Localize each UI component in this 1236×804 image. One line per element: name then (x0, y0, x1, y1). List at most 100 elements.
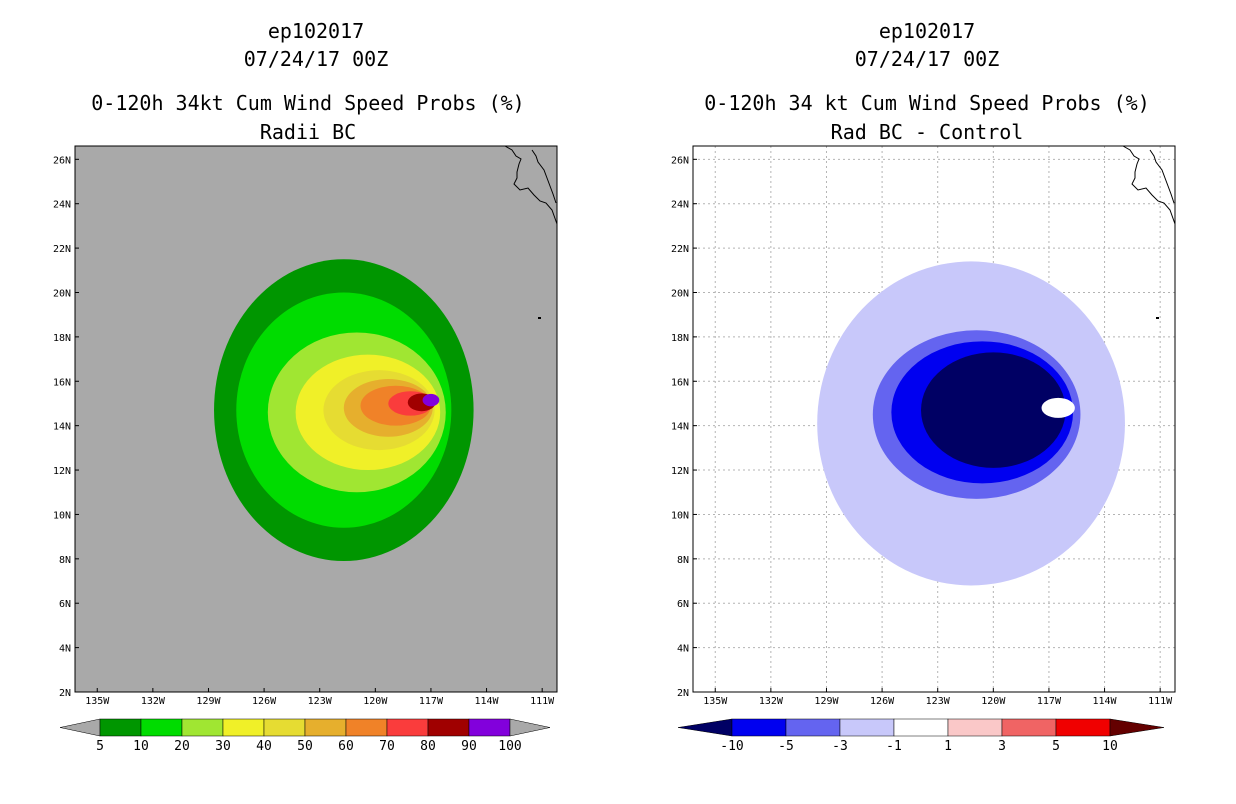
x-tick-label: 126W (870, 696, 895, 707)
x-tick-label: 135W (703, 696, 728, 707)
colorbar-swatch (140, 718, 183, 737)
right-storm-id: ep102017 (879, 19, 975, 43)
colorbar-label: 30 (215, 739, 231, 754)
y-tick-label: 24N (53, 200, 71, 211)
colorbar-label: 5 (1052, 739, 1060, 754)
y-tick-label: 20N (671, 288, 689, 299)
y-tick-label: 24N (671, 200, 689, 211)
left-title: 0-120h 34kt Cum Wind Speed Probs (%) (91, 91, 524, 115)
left-datetime: 07/24/17 00Z (244, 47, 389, 71)
colorbar-label: 70 (379, 739, 395, 754)
x-tick-label: 135W (85, 696, 110, 707)
x-tick-label: 129W (196, 696, 221, 707)
colorbar-label: 50 (297, 739, 313, 754)
y-tick-label: 14N (53, 422, 71, 433)
colorbar-swatch (947, 718, 1003, 737)
colorbar-left-end (677, 718, 733, 737)
x-tick-label: 120W (363, 696, 388, 707)
right-colorbar: -10 -5 -3 -1 1 3 5 10 (677, 718, 1165, 754)
y-tick-label: 10N (671, 510, 689, 521)
colorbar-label: 10 (133, 739, 149, 754)
x-tick-label: 123W (926, 696, 951, 707)
colorbar-label: 5 (96, 739, 104, 754)
colorbar-label: -10 (720, 739, 743, 754)
colorbar-swatch (731, 718, 787, 737)
x-tick-label: 114W (475, 696, 500, 707)
x-tick-label: 117W (419, 696, 444, 707)
y-tick-label: 18N (671, 333, 689, 344)
left-subtitle: Radii BC (260, 120, 356, 144)
y-tick-label: 6N (59, 599, 71, 610)
y-tick-label: 4N (677, 644, 689, 655)
y-tick-label: 26N (671, 155, 689, 166)
contour--10 (921, 352, 1066, 468)
colorbar-swatch (468, 718, 511, 737)
colorbar-swatch (263, 718, 306, 737)
y-tick-label: 6N (677, 599, 689, 610)
y-tick-label: 10N (53, 510, 71, 521)
colorbar-label: 10 (1102, 739, 1118, 754)
colorbar-swatch (839, 718, 895, 737)
y-tick-label: 16N (53, 377, 71, 388)
y-tick-label: 14N (671, 422, 689, 433)
colorbar-swatch (1055, 718, 1111, 737)
colorbar-label: 1 (944, 739, 952, 754)
colorbar-label: 20 (174, 739, 190, 754)
x-tick-label: 114W (1093, 696, 1118, 707)
colorbar-right-end (509, 718, 551, 737)
colorbar-left-end (59, 718, 101, 737)
colorbar-swatch (99, 718, 142, 737)
right-title: 0-120h 34 kt Cum Wind Speed Probs (%) (704, 91, 1150, 115)
y-tick-label: 18N (53, 333, 71, 344)
x-tick-label: 123W (308, 696, 333, 707)
right-subtitle: Rad BC - Control (831, 120, 1024, 144)
left-axes: 135W 132W 129W 126W 123W 120W 117W 114W 111W 2N 4N… (53, 155, 555, 707)
colorbar-swatch (893, 718, 949, 737)
y-tick-label: 16N (671, 377, 689, 388)
right-contours (817, 261, 1125, 586)
left-map-frame (74, 145, 558, 693)
colorbar-label: 90 (461, 739, 477, 754)
y-tick-label: 20N (53, 288, 71, 299)
y-tick-label: 4N (59, 644, 71, 655)
colorbar-label: 80 (420, 739, 436, 754)
x-tick-label: 132W (759, 696, 784, 707)
y-tick-label: 12N (53, 466, 71, 477)
colorbar-label: -5 (778, 739, 794, 754)
x-tick-label: 120W (981, 696, 1006, 707)
colorbar-label: 100 (498, 739, 521, 754)
colorbar-label: -1 (886, 739, 902, 754)
colorbar-swatch (1001, 718, 1057, 737)
left-contours (214, 259, 474, 562)
x-tick-label: 111W (530, 696, 555, 707)
left-panel: ep102017 07/24/17 00Z 0-120h 34kt Cum Wi… (53, 19, 558, 754)
colorbar-label: 3 (998, 739, 1006, 754)
right-map-frame (692, 145, 1176, 693)
x-tick-label: 126W (252, 696, 277, 707)
contour--1-to-1 (1041, 397, 1075, 418)
colorbar-label: 40 (256, 739, 272, 754)
colorbar-swatch (304, 718, 347, 737)
left-storm-id: ep102017 (268, 19, 364, 43)
x-tick-label: 117W (1037, 696, 1062, 707)
colorbar-label: 60 (338, 739, 354, 754)
y-tick-label: 8N (677, 555, 689, 566)
contour-90-100 (422, 393, 440, 407)
y-tick-label: 22N (671, 244, 689, 255)
right-coastline (1122, 145, 1176, 319)
x-tick-label: 129W (814, 696, 839, 707)
right-panel: ep102017 07/24/17 00Z 0-120h 34 kt Cum W… (671, 19, 1176, 754)
colorbar-swatch (386, 718, 429, 737)
x-tick-label: 132W (141, 696, 166, 707)
y-tick-label: 2N (59, 688, 71, 699)
left-colorbar: 5 10 20 30 40 50 60 70 80 90 100 (59, 718, 551, 754)
left-coastline (504, 145, 558, 319)
colorbar-swatch (345, 718, 388, 737)
colorbar-label: -3 (832, 739, 848, 754)
colorbar-swatch (785, 718, 841, 737)
y-tick-label: 2N (677, 688, 689, 699)
y-tick-label: 22N (53, 244, 71, 255)
y-tick-label: 8N (59, 555, 71, 566)
x-tick-label: 111W (1148, 696, 1173, 707)
right-axes: 135W 132W 129W 126W 123W 120W 117W 114W 111W 2N 4N… (671, 155, 1173, 707)
